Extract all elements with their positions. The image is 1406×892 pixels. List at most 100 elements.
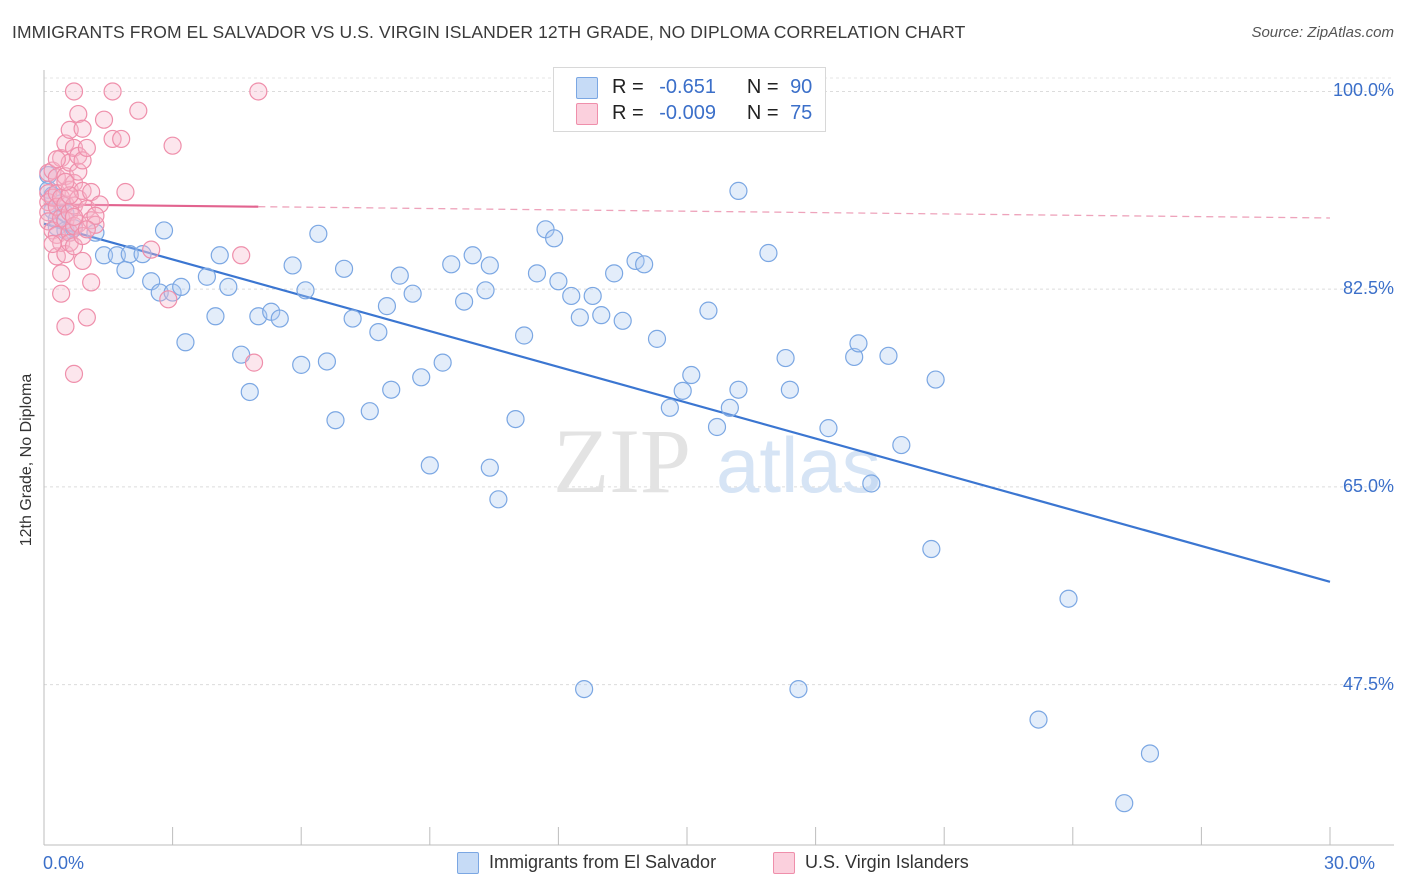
point-virgin-islanders <box>82 273 101 292</box>
point-virgin-islanders <box>112 129 131 149</box>
point-el-salvador <box>377 297 397 316</box>
point-virgin-islanders <box>77 138 96 158</box>
point-el-salvador <box>506 409 525 429</box>
legend-n-label: N = <box>746 76 779 98</box>
point-el-salvador <box>442 255 461 274</box>
data-points <box>39 82 1160 813</box>
point-el-salvador <box>382 380 401 399</box>
chart-title: IMMIGRANTS FROM EL SALVADOR VS U.S. VIRG… <box>12 22 966 42</box>
y-tick-label: 47.5% <box>1342 673 1394 694</box>
point-el-salvador <box>926 370 945 389</box>
point-virgin-islanders <box>103 82 122 101</box>
point-el-salvador <box>699 301 718 320</box>
point-virgin-islanders <box>56 134 75 153</box>
bottom-legend-series1: Immigrants from El Salvador <box>457 852 717 875</box>
point-el-salvador <box>317 352 337 371</box>
point-el-salvador <box>240 382 259 402</box>
point-virgin-islanders <box>159 290 178 309</box>
point-el-salvador <box>545 229 564 248</box>
point-virgin-islanders <box>244 353 264 372</box>
point-el-salvador <box>283 256 302 275</box>
point-el-salvador <box>480 458 499 477</box>
point-el-salvador <box>1059 589 1078 608</box>
point-el-salvador <box>776 348 795 368</box>
point-el-salvador <box>845 347 864 367</box>
point-el-salvador <box>403 284 422 303</box>
point-virgin-islanders <box>142 240 161 259</box>
point-el-salvador <box>1029 710 1048 729</box>
point-virgin-islanders <box>60 186 79 205</box>
point-virgin-islanders <box>77 220 96 239</box>
legend-row-series1: R = -0.651 N = 90 <box>576 76 812 100</box>
point-el-salvador <box>326 411 345 430</box>
point-el-salvador <box>172 277 191 297</box>
point-el-salvador <box>635 255 654 274</box>
trend-line-virgin-islanders-extension <box>258 206 1331 219</box>
bottom-legend-label-series2: U.S. Virgin Islanders <box>805 852 969 872</box>
point-el-salvador <box>489 490 508 509</box>
point-el-salvador <box>219 277 238 297</box>
legend-n-label: N = <box>746 102 779 124</box>
point-virgin-islanders <box>73 251 92 271</box>
point-virgin-islanders <box>56 317 75 336</box>
point-el-salvador <box>780 380 799 399</box>
point-el-salvador <box>720 398 739 417</box>
point-el-salvador <box>433 353 452 372</box>
point-el-salvador <box>334 259 354 278</box>
point-virgin-islanders <box>82 182 101 202</box>
point-el-salvador <box>1140 744 1160 763</box>
bottom-legend-swatch-series1 <box>457 852 479 875</box>
point-el-salvador <box>922 539 941 559</box>
point-el-salvador <box>605 264 624 283</box>
point-virgin-islanders <box>163 136 182 155</box>
point-el-salvador <box>369 322 388 342</box>
point-el-salvador <box>309 224 328 243</box>
point-el-salvador <box>120 245 139 264</box>
point-el-salvador <box>549 272 568 291</box>
point-el-salvador <box>849 334 868 353</box>
point-el-salvador <box>892 435 911 455</box>
legend-r-value-series2: -0.009 <box>659 102 716 124</box>
point-virgin-islanders <box>56 172 75 191</box>
point-el-salvador <box>570 308 589 327</box>
point-el-salvador <box>154 221 174 240</box>
point-el-salvador <box>562 286 581 306</box>
point-el-salvador <box>515 326 534 345</box>
legend-r-label: R = <box>612 102 644 124</box>
point-el-salvador <box>527 264 547 283</box>
bottom-legend-swatch-series2 <box>773 852 795 875</box>
x-tick-max: 30.0% <box>1324 853 1376 873</box>
point-virgin-islanders <box>116 182 135 202</box>
point-el-salvador <box>862 474 881 493</box>
point-el-salvador <box>789 679 808 699</box>
point-el-salvador <box>343 309 362 328</box>
point-el-salvador <box>360 402 379 421</box>
point-el-salvador <box>729 380 748 399</box>
legend-swatch-series1 <box>576 76 598 99</box>
point-virgin-islanders <box>249 82 268 101</box>
legend-row-series2: R = -0.009 N = 75 <box>576 102 812 126</box>
point-virgin-islanders <box>73 119 92 138</box>
legend-n-value-series1: 90 <box>790 76 813 98</box>
point-el-salvador <box>390 266 409 285</box>
grid-lines <box>44 77 1394 686</box>
point-el-salvador <box>420 456 439 475</box>
watermark: ZIP atlas <box>553 410 881 512</box>
point-el-salvador <box>463 246 482 265</box>
point-el-salvador <box>819 419 838 438</box>
point-virgin-islanders <box>69 104 88 124</box>
point-el-salvador <box>296 281 315 300</box>
point-virgin-islanders <box>69 162 88 181</box>
point-el-salvador <box>292 355 311 374</box>
point-el-salvador <box>647 329 667 348</box>
point-el-salvador <box>476 281 495 300</box>
point-el-salvador <box>707 417 727 437</box>
legend-n-value-series2: 75 <box>790 102 813 124</box>
legend-r-value-series1: -0.651 <box>659 76 716 98</box>
point-el-salvador <box>480 256 499 275</box>
point-virgin-islanders <box>90 195 109 214</box>
bottom-legend-label-series1: Immigrants from El Salvador <box>489 852 717 872</box>
point-el-salvador <box>613 311 632 330</box>
legend-r-label: R = <box>612 76 644 98</box>
point-virgin-islanders <box>47 150 66 169</box>
